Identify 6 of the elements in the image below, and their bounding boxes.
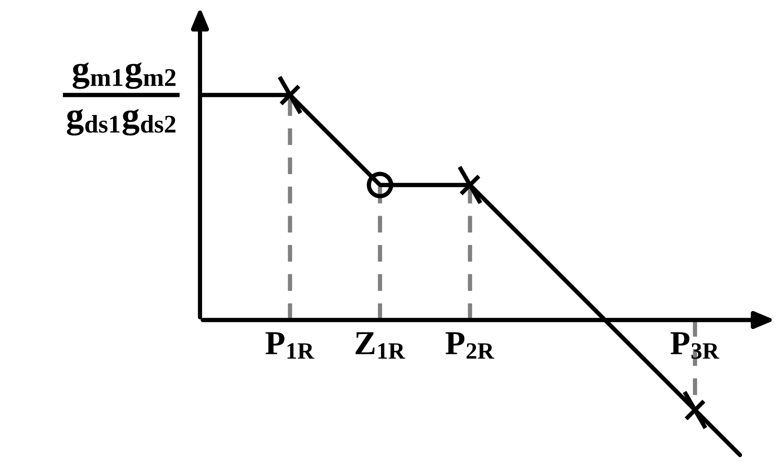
text: g$_{m1}$g$_{m2}$ — [72, 62, 176, 89]
x-tick-label: P$_{2R}$ — [446, 332, 494, 359]
x-tick-label: Z$_{1R}$ — [356, 332, 406, 359]
x-tick-label: P$_{1R}$ — [266, 332, 314, 359]
x-tick-label: P$_{3R}$ — [670, 332, 720, 359]
text: g$_{ds1}$g$_{ds2}$ — [66, 109, 176, 136]
